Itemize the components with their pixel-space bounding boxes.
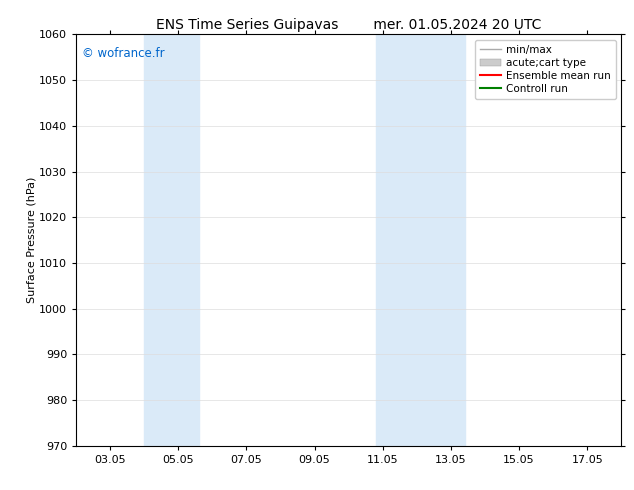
- Title: ENS Time Series Guipavas        mer. 01.05.2024 20 UTC: ENS Time Series Guipavas mer. 01.05.2024…: [156, 18, 541, 32]
- Y-axis label: Surface Pressure (hPa): Surface Pressure (hPa): [26, 177, 36, 303]
- Legend: min/max, acute;cart type, Ensemble mean run, Controll run: min/max, acute;cart type, Ensemble mean …: [475, 40, 616, 99]
- Bar: [424, 34, 465, 446]
- Bar: [376, 34, 424, 446]
- Bar: [144, 34, 198, 446]
- Text: © wofrance.fr: © wofrance.fr: [82, 47, 164, 60]
